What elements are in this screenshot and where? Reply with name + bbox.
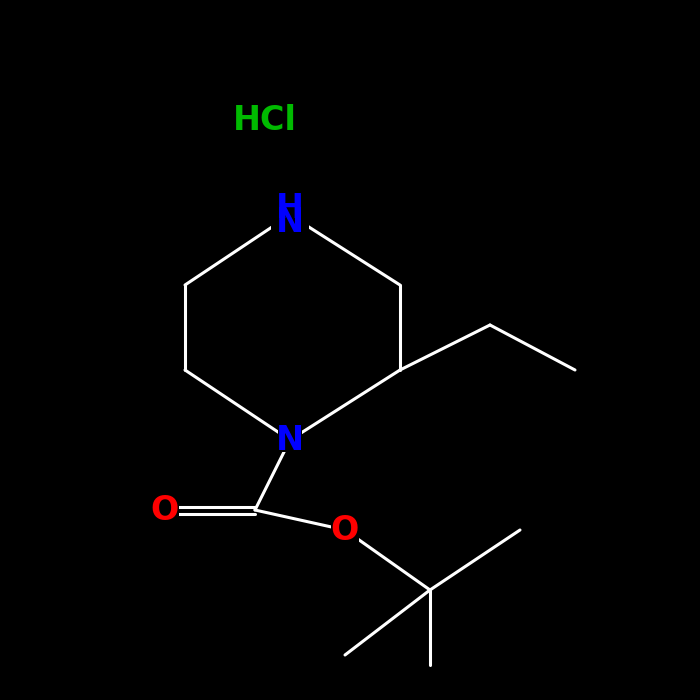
Bar — [271, 195, 309, 235]
Text: O: O — [331, 514, 359, 547]
Text: H: H — [276, 193, 304, 225]
Text: HCl: HCl — [233, 104, 297, 136]
Text: O: O — [151, 494, 179, 526]
Text: N: N — [276, 206, 304, 239]
Text: N: N — [276, 424, 304, 456]
Bar — [278, 428, 302, 452]
Bar — [331, 516, 359, 544]
Bar — [151, 496, 179, 524]
